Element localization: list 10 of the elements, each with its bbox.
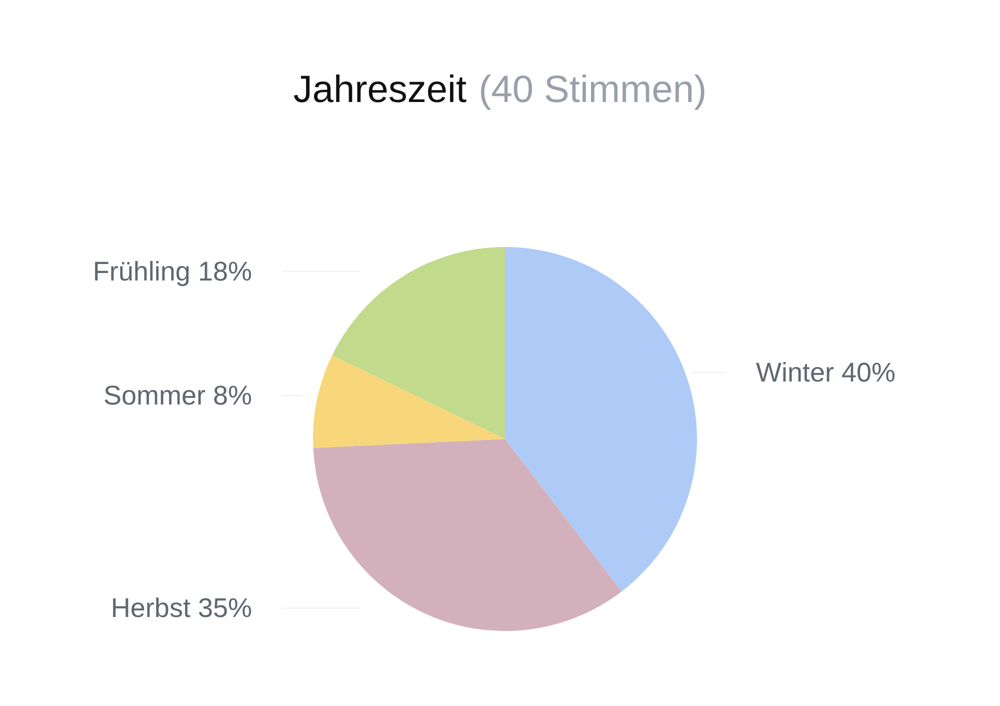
slice-label: Sommer 8% [103,380,252,410]
pie-slice [313,439,622,631]
slice-label: Winter 40% [756,357,896,388]
chart-title: Jahreszeit [293,69,467,111]
pie-slice [505,247,697,592]
pie-slice [313,355,505,448]
slice-label: Frühling 18% [92,256,252,286]
pie-slice [332,247,505,439]
chart-subtitle: (40 Stimmen) [478,69,707,111]
slice-label: Herbst 35% [110,593,252,624]
